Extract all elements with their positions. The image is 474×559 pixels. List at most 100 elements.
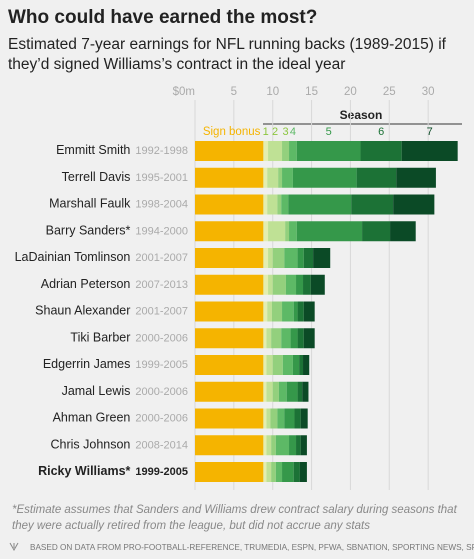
bar-segment <box>263 355 267 375</box>
bar-segment <box>297 328 304 349</box>
bar-segment <box>195 408 264 429</box>
bar-segment <box>263 301 268 322</box>
bar-segment <box>299 355 304 375</box>
bar-segment <box>284 248 298 268</box>
bar-segment <box>263 408 267 429</box>
bar-segment <box>278 167 283 188</box>
bar-segment <box>297 301 304 322</box>
category-label: Emmitt Smith 1992-1998 <box>56 143 188 157</box>
logo <box>9 542 19 552</box>
bar-segment <box>293 462 300 482</box>
bar-segment <box>195 435 264 456</box>
bar-segment <box>282 462 294 482</box>
bar-segment <box>266 462 272 482</box>
bar-segment <box>285 274 297 295</box>
legend-label: 5 <box>326 126 332 138</box>
bar-segment <box>401 141 458 161</box>
bar-segment <box>297 381 303 402</box>
bar-segment <box>195 141 264 161</box>
bar-segment <box>290 328 298 349</box>
bar-segment <box>282 141 290 161</box>
bar-segment <box>263 328 267 349</box>
bar-segment <box>275 435 290 456</box>
legend-label: 3 <box>282 126 288 138</box>
bar-segment <box>268 274 273 295</box>
bar-segment <box>263 167 268 188</box>
x-tick-label: $0m <box>173 86 195 98</box>
bar-segment <box>263 248 269 268</box>
bar-segment <box>267 194 278 215</box>
bar-segment <box>289 435 297 456</box>
category-name: LaDainian Tomlinson <box>15 250 131 264</box>
bar-segment <box>195 355 264 375</box>
category-years: 2001-2007 <box>135 252 188 264</box>
category-name: Chris Johnson <box>50 438 130 452</box>
category-name: Edgerrin James <box>43 357 131 371</box>
bar-segment <box>263 141 269 161</box>
legend-label: 7 <box>427 126 433 138</box>
bar-segment <box>293 301 298 322</box>
category-name: Tiki Barber <box>70 331 130 345</box>
bar-segment <box>281 328 291 349</box>
bar-segment <box>297 248 304 268</box>
bar-segment <box>271 435 276 456</box>
bar-segment <box>268 221 286 242</box>
bar-segment <box>282 301 294 322</box>
bar-segment <box>303 328 315 349</box>
bar-segment <box>360 141 402 161</box>
category-label: Marshall Faulk 1998-2004 <box>49 197 188 211</box>
bar-segment <box>272 355 283 375</box>
bar-segment <box>195 328 264 349</box>
bar-segment <box>263 462 267 482</box>
category-label: Barry Sanders* 1994-2000 <box>46 224 188 238</box>
chart-subtitle: they’d signed Williams’s contract in the… <box>8 56 345 73</box>
category-name: Adrian Peterson <box>41 277 131 291</box>
bar-segment <box>195 462 264 482</box>
bar-segment <box>292 355 300 375</box>
category-name: Emmitt Smith <box>56 143 130 157</box>
category-years: 2000-2006 <box>135 412 188 424</box>
legend-label: Sign bonus <box>203 126 261 138</box>
bar-segment <box>351 194 394 215</box>
bar-segment <box>300 408 308 429</box>
bar-segment <box>356 167 397 188</box>
bar-segment <box>286 381 298 402</box>
bar-segment <box>272 274 286 295</box>
bar-segment <box>303 301 315 322</box>
category-label: Shaun Alexander 2001-2007 <box>35 304 188 318</box>
category-label: Tiki Barber 2000-2006 <box>70 331 188 345</box>
footnote: *Estimate assumes that Sanders and Willi… <box>12 504 458 516</box>
bar-segment <box>266 328 272 349</box>
bar-segment <box>282 355 293 375</box>
bar-segment <box>266 435 272 456</box>
bar-segment <box>281 194 289 215</box>
footnote: they were actually retired from the leag… <box>12 520 370 532</box>
bar-segment <box>267 301 272 322</box>
bar-segment <box>390 221 416 242</box>
bar-segment <box>362 221 391 242</box>
bar-segment <box>289 141 297 161</box>
chart-subtitle: Estimated 7-year earnings for NFL runnin… <box>8 36 447 53</box>
bar-segment <box>271 328 282 349</box>
bar-segment <box>263 274 269 295</box>
category-years: 2000-2006 <box>135 386 188 398</box>
x-tick-label: 5 <box>231 86 237 98</box>
x-tick-label: 20 <box>344 86 357 98</box>
x-tick-label: 30 <box>422 86 435 98</box>
bar-segment <box>396 167 436 188</box>
bar-segment <box>263 435 267 456</box>
bar-segment <box>277 408 285 429</box>
bar-segment <box>195 381 264 402</box>
bar-segment <box>270 408 278 429</box>
bar-segment <box>277 194 282 215</box>
bar-segment <box>195 221 264 242</box>
bar-segment <box>195 194 264 215</box>
legend-label: 1 <box>263 126 269 138</box>
category-years: 2008-2014 <box>135 439 188 451</box>
legend-label: 4 <box>290 126 296 138</box>
bar-segment <box>282 167 293 188</box>
bar-segment <box>294 408 301 429</box>
bar-segment <box>296 274 304 295</box>
bar-segment <box>267 167 279 188</box>
